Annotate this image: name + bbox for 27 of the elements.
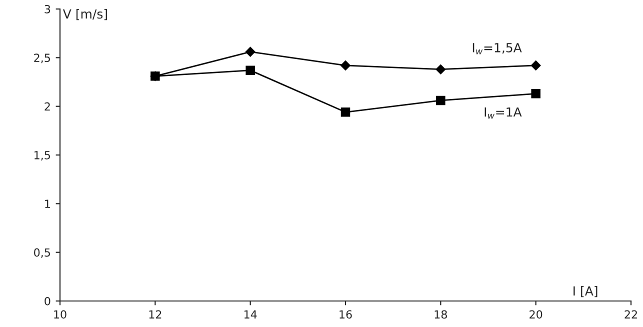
point	[340, 108, 350, 117]
y-tick-label: 1,5	[34, 151, 50, 161]
x-tick-label: 18	[434, 310, 447, 319]
point	[436, 64, 446, 74]
x-tick-label: 12	[149, 310, 162, 318]
x-tick-label: 16	[340, 310, 352, 319]
point	[530, 60, 541, 70]
x-tick-label: 14	[244, 310, 257, 318]
y-tick-label: 1	[45, 200, 50, 208]
x-axis-title: I [A]	[574, 286, 598, 298]
point	[340, 60, 350, 70]
point	[245, 46, 256, 57]
y-tick-label: 0	[44, 296, 50, 306]
y-tick-label: 3	[44, 4, 50, 14]
x-tick-label: 22	[624, 310, 637, 318]
point	[246, 66, 255, 75]
point	[150, 72, 160, 81]
series-label: I$_{w}$=1A	[484, 107, 522, 119]
point	[531, 89, 540, 98]
y-tick-label: 2	[44, 102, 50, 111]
series-label: I$_{w}$=1,5A	[472, 43, 522, 54]
x-tick-label: 20	[530, 310, 542, 319]
x-tick-label: 10	[54, 310, 66, 319]
y-axis-title: V [m/s]	[62, 9, 107, 20]
point	[436, 96, 446, 106]
y-tick-label: 2,5	[34, 54, 50, 64]
y-tick-label: 0,5	[34, 248, 50, 258]
